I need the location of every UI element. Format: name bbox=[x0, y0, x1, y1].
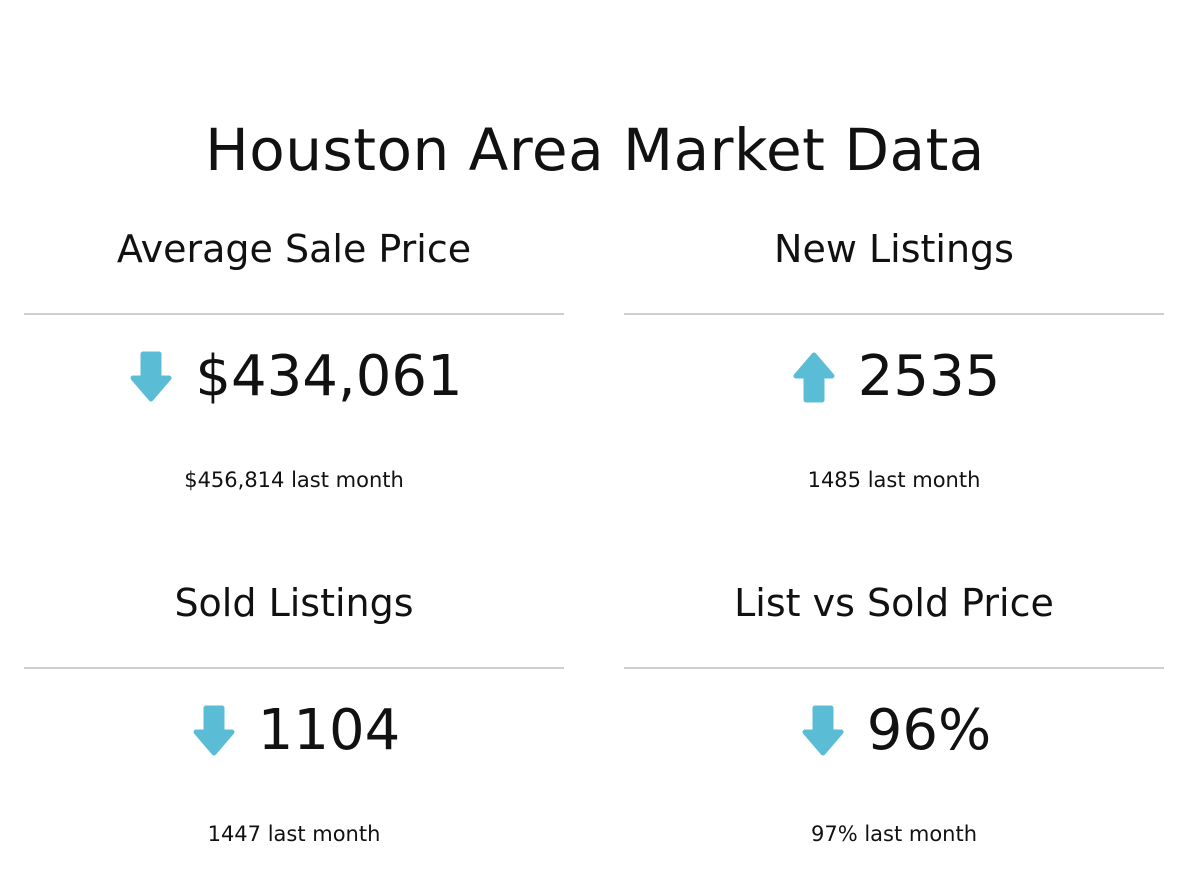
metric-value: 2535 bbox=[857, 344, 1001, 409]
page-title: Houston Area Market Data bbox=[205, 115, 985, 184]
arrow-down-icon bbox=[188, 705, 240, 757]
metric-last-month: 1447 last month bbox=[207, 822, 381, 846]
divider bbox=[624, 313, 1164, 315]
metric-value: 1104 bbox=[257, 698, 401, 763]
divider bbox=[24, 313, 564, 315]
metric-value-row: 1104 bbox=[24, 696, 564, 766]
metric-value-row: 96% bbox=[624, 696, 1164, 766]
metric-value-row: $434,061 bbox=[24, 342, 564, 412]
arrow-down-icon bbox=[797, 705, 849, 757]
metric-title: List vs Sold Price bbox=[734, 581, 1054, 625]
metric-value-row: 2535 bbox=[624, 342, 1164, 412]
metric-last-month: $456,814 last month bbox=[184, 468, 404, 492]
metric-value: $434,061 bbox=[195, 344, 463, 409]
metric-title: Average Sale Price bbox=[116, 227, 472, 271]
arrow-down-icon bbox=[125, 351, 177, 403]
metric-last-month: 1485 last month bbox=[807, 468, 981, 492]
metric-value: 96% bbox=[866, 698, 992, 763]
metric-card-average-sale-price: Average Sale Price $434,061 $456,814 las… bbox=[24, 224, 564, 492]
arrow-up-icon bbox=[788, 351, 840, 403]
metric-card-new-listings: New Listings 2535 1485 last month bbox=[624, 224, 1164, 492]
metric-title: Sold Listings bbox=[174, 581, 414, 625]
metric-card-sold-listings: Sold Listings 1104 1447 last month bbox=[24, 578, 564, 846]
metric-last-month: 97% last month bbox=[810, 822, 978, 846]
divider bbox=[24, 667, 564, 669]
metric-title: New Listings bbox=[774, 227, 1014, 271]
divider bbox=[624, 667, 1164, 669]
metric-card-list-vs-sold-price: List vs Sold Price 96% 97% last month bbox=[624, 578, 1164, 846]
